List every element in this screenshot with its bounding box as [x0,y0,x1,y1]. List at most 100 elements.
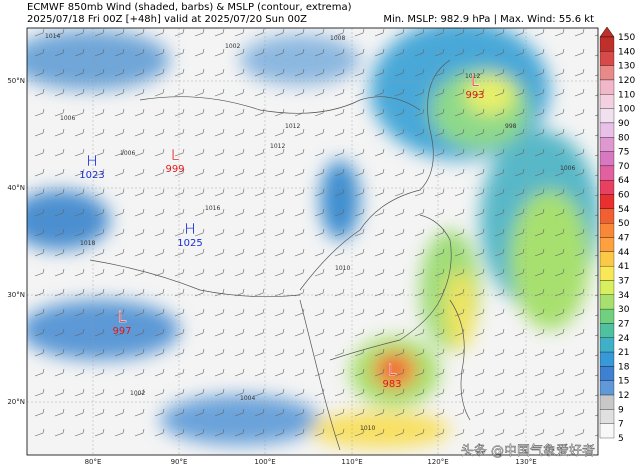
barb [394,48,405,57]
barb [474,428,485,437]
barb [194,228,205,237]
barb [574,308,585,317]
barb [374,88,385,97]
colorbar-label: 18 [618,362,630,372]
barb [374,368,385,377]
colorbar-label: 34 [618,291,630,301]
isobar-label: 1014 [45,33,60,40]
barb [214,248,225,257]
lat-label: 30°N [7,291,25,299]
barb [494,348,505,357]
barb [414,68,425,77]
barb [374,168,385,177]
barb [574,348,585,357]
barb [94,388,105,397]
barb [214,88,225,97]
barb [354,328,365,337]
lat-label: 50°N [7,77,25,85]
barb [354,148,365,157]
barb [374,148,385,157]
barb [314,168,325,177]
barb [314,368,325,377]
barb [494,48,505,57]
colorbar-segment [599,237,615,252]
barb [394,248,405,257]
barb [134,28,145,37]
isobar-label: 1012 [285,123,300,130]
barb [94,288,105,297]
barb [394,208,405,217]
colorbar-segment [599,366,615,381]
barb [154,408,165,417]
barb [214,48,225,57]
barb [334,268,345,277]
barb [334,248,345,257]
barb [434,128,445,137]
barb [474,328,485,337]
barb [194,248,205,257]
lon-label: 90°E [171,458,188,466]
barb [254,148,265,157]
barb [114,348,125,357]
barb [114,428,125,437]
barb [54,308,65,317]
barb [374,108,385,117]
barb [514,128,525,137]
map-frame [26,27,599,456]
barb [314,268,325,277]
colorbar-segment [599,308,615,324]
colorbar-segment [599,194,615,210]
center-symbol: L [171,146,180,164]
barb [574,328,585,337]
barb [414,428,425,437]
barb [514,228,525,237]
barb [294,288,305,297]
colorbar-segment [599,51,615,66]
barb [514,68,525,77]
isobar-label: 1006 [60,115,75,122]
barb [74,348,85,357]
isobar-label: 1016 [205,205,220,212]
barb [374,388,385,397]
barb [234,108,245,117]
barb [394,148,405,157]
barb [414,348,425,357]
barb [134,208,145,217]
barb [34,208,45,217]
center-symbol: L [471,72,480,90]
barb [114,308,125,317]
barb [554,368,565,377]
barb [414,48,425,57]
barb [414,248,425,257]
barb [354,208,365,217]
barb [374,308,385,317]
barb [574,228,585,237]
colorbar-segment [599,294,615,310]
colorbar-label: 130 [618,62,635,72]
barb [554,428,565,437]
barb [234,28,245,37]
barb [414,128,425,137]
barb [454,268,465,277]
barb [354,48,365,57]
center-value: 1025 [177,238,202,249]
barb [294,328,305,337]
barb [534,308,545,317]
colorbar-label: 110 [618,90,635,100]
colorbar-label: 90 [618,119,630,129]
wind-barbs [34,28,598,437]
watermark: 头条 @中国气象爱好者 [461,443,595,459]
barb [574,208,585,217]
barb [454,328,465,337]
barb [314,428,325,437]
colorbar-segment [599,165,615,181]
center-value: 983 [382,379,401,390]
barb [94,188,105,197]
barb [214,308,225,317]
barb [194,428,205,437]
barb [54,88,65,97]
barb [34,388,45,397]
barb [394,128,405,137]
barb [494,408,505,417]
barb [454,68,465,77]
